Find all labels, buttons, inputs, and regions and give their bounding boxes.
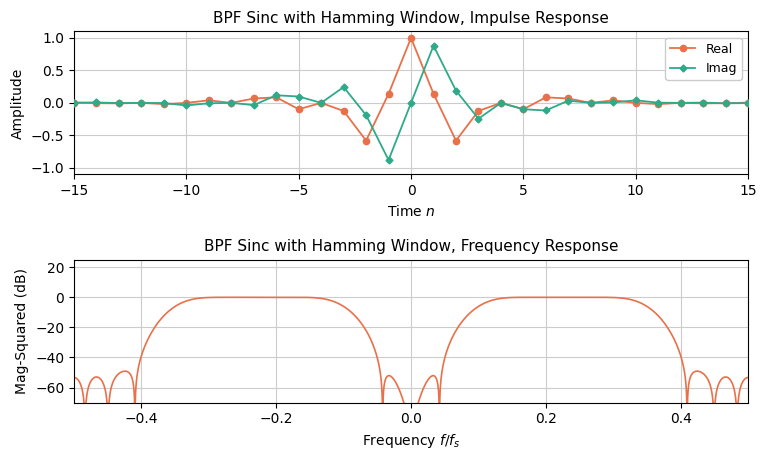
Imag — [496, 100, 505, 106]
X-axis label: Frequency $f/f_s$: Frequency $f/f_s$ — [362, 432, 460, 450]
Real — [384, 91, 393, 97]
Imag — [518, 106, 528, 112]
Real — [92, 100, 101, 106]
Imag — [227, 100, 236, 106]
Imag — [586, 100, 595, 106]
Imag — [631, 98, 641, 103]
Imag — [541, 108, 551, 113]
Imag — [182, 103, 191, 108]
Real — [272, 95, 281, 100]
Real — [406, 35, 415, 41]
Y-axis label: Amplitude: Amplitude — [11, 67, 25, 138]
Real — [429, 91, 438, 97]
Imag — [339, 84, 348, 90]
Real — [609, 98, 618, 103]
Real — [474, 108, 483, 114]
Real — [69, 100, 78, 106]
Imag — [204, 100, 214, 106]
Imag — [294, 94, 303, 99]
Real — [631, 100, 641, 106]
Real — [159, 101, 168, 107]
Imag — [406, 100, 415, 106]
Real — [721, 100, 730, 106]
Y-axis label: Mag-Squared (dB): Mag-Squared (dB) — [15, 268, 29, 394]
Real — [137, 100, 146, 106]
Real — [339, 108, 348, 114]
Real — [452, 138, 461, 143]
Real — [541, 95, 551, 100]
Real — [743, 100, 753, 106]
Real — [586, 100, 595, 106]
Imag — [114, 100, 124, 106]
Real — [654, 101, 663, 107]
Imag — [743, 100, 753, 106]
Imag — [272, 93, 281, 98]
Line: Imag: Imag — [71, 43, 750, 162]
Real — [316, 100, 326, 106]
Title: BPF Sinc with Hamming Window, Frequency Response: BPF Sinc with Hamming Window, Frequency … — [204, 239, 618, 254]
Real — [564, 96, 573, 101]
Imag — [362, 112, 371, 118]
Imag — [429, 43, 438, 48]
Imag — [474, 116, 483, 122]
Imag — [316, 100, 326, 106]
Title: BPF Sinc with Hamming Window, Impulse Response: BPF Sinc with Hamming Window, Impulse Re… — [213, 11, 609, 26]
Real — [496, 100, 505, 106]
Imag — [609, 100, 618, 105]
Imag — [159, 100, 168, 106]
Real — [249, 96, 258, 101]
Real — [294, 106, 303, 112]
Real — [114, 100, 124, 106]
Imag — [92, 100, 101, 105]
Real — [676, 100, 685, 106]
Imag — [699, 100, 708, 106]
Imag — [564, 98, 573, 103]
Real — [518, 106, 528, 112]
Imag — [249, 102, 258, 108]
Imag — [384, 157, 393, 163]
Legend: Real, Imag: Real, Imag — [665, 38, 742, 80]
Real — [204, 98, 214, 103]
Real — [699, 100, 708, 106]
Line: Real: Real — [71, 35, 751, 144]
Imag — [452, 88, 461, 94]
Real — [362, 138, 371, 143]
X-axis label: Time $n$: Time $n$ — [387, 204, 435, 219]
Imag — [137, 100, 146, 106]
Imag — [676, 100, 685, 106]
Imag — [654, 100, 663, 106]
Real — [182, 100, 191, 106]
Imag — [69, 100, 78, 106]
Real — [227, 100, 236, 106]
Imag — [721, 100, 730, 106]
